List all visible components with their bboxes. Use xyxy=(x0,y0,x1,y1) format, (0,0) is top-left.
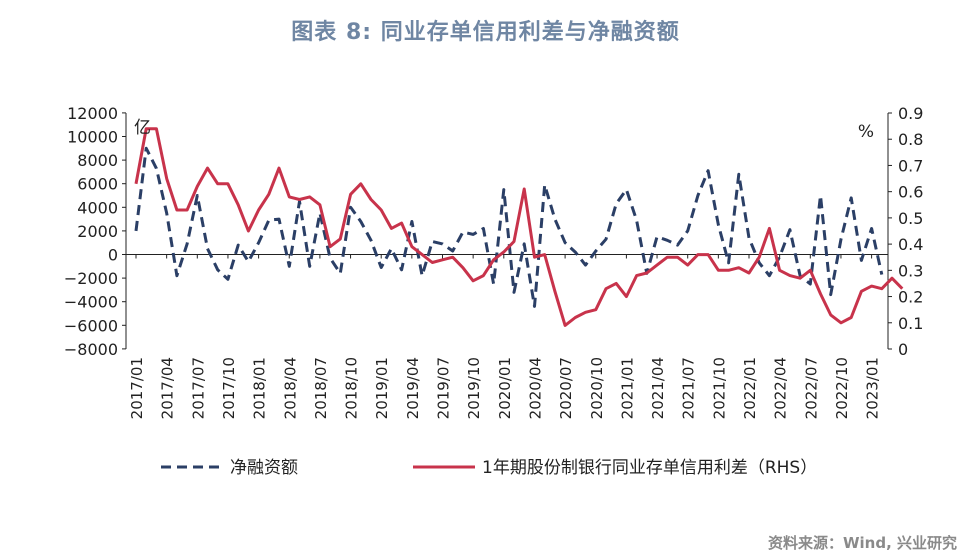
right-tick-label: 0.7 xyxy=(898,156,923,175)
x-tick-label: 2021/04 xyxy=(649,357,667,419)
x-tick-label: 2018/04 xyxy=(281,357,299,419)
left-tick-label: 4000 xyxy=(77,198,118,217)
right-tick-label: 0.8 xyxy=(898,130,923,149)
x-tick-label: 2021/01 xyxy=(618,357,636,419)
x-tick-label: 2019/10 xyxy=(465,357,483,419)
legend-label-net-financing: 净融资额 xyxy=(230,458,298,478)
right-tick-label: 0.4 xyxy=(898,235,923,254)
left-tick-label: 6000 xyxy=(77,175,118,194)
left-unit-label: 亿 xyxy=(134,118,151,138)
x-tick-label: 2021/07 xyxy=(680,357,698,419)
right-tick-label: 0.5 xyxy=(898,209,923,228)
x-tick-label: 2020/10 xyxy=(588,357,606,419)
source-note: 资料来源：Wind, 兴业研究 xyxy=(767,534,957,552)
x-tick-label: 2020/04 xyxy=(526,357,544,419)
x-tick-label: 2023/01 xyxy=(864,357,882,419)
x-tick-label: 2020/07 xyxy=(557,357,575,419)
x-tick-label: 2018/10 xyxy=(343,357,361,419)
x-tick-label: 2020/01 xyxy=(496,357,514,419)
series-layer xyxy=(134,127,904,327)
left-tick-label: 8000 xyxy=(77,151,118,170)
x-tick-label: 2019/01 xyxy=(373,357,391,419)
right-tick-label: 0.3 xyxy=(898,261,923,280)
legend-label-credit-spread: 1年期股份制银行同业存单信用利差（RHS） xyxy=(482,458,817,478)
x-tick-label: 2018/01 xyxy=(251,357,269,419)
right-tick-label: 0.6 xyxy=(898,183,923,202)
left-tick-label: −8000 xyxy=(64,340,118,359)
right-axis-ticks: 0.9 0.8 0.7 0.6 0.5 0.4 0.3 0.2 0.1 0 xyxy=(888,104,923,359)
x-tick-label: 2022/01 xyxy=(741,357,759,419)
left-tick-label: −6000 xyxy=(64,316,118,335)
right-tick-label: 0.2 xyxy=(898,288,923,307)
x-tick-label: 2019/07 xyxy=(435,357,453,419)
x-tick-label: 2022/04 xyxy=(772,357,790,419)
x-axis-ticks: 2017/01 2017/04 2017/07 2017/10 2018/01 2018/… xyxy=(128,254,882,419)
right-tick-label: 0.9 xyxy=(898,104,923,123)
left-axis-ticks: 12000 10000 8000 6000 4000 2000 0 −2000 −4000 −60… xyxy=(64,104,126,359)
left-tick-label: −4000 xyxy=(64,293,118,312)
figure-title: 图表 8: 同业存单信用利差与净融资额 xyxy=(291,20,680,45)
x-tick-label: 2022/07 xyxy=(802,357,820,419)
x-tick-label: 2017/07 xyxy=(189,357,207,419)
right-unit-label: % xyxy=(858,122,874,142)
x-tick-label: 2017/04 xyxy=(159,357,177,419)
left-tick-label: 12000 xyxy=(67,104,118,123)
left-tick-label: −2000 xyxy=(64,269,118,288)
x-tick-label: 2019/04 xyxy=(404,357,422,419)
right-tick-label: 0 xyxy=(898,340,908,359)
x-tick-label: 2017/10 xyxy=(220,357,238,419)
left-tick-label: 2000 xyxy=(77,222,118,241)
x-tick-label: 2017/01 xyxy=(128,357,146,419)
left-tick-label: 0 xyxy=(108,246,118,265)
x-tick-label: 2021/10 xyxy=(710,357,728,419)
legend: 净融资额 1年期股份制银行同业存单信用利差（RHS） xyxy=(161,458,817,478)
series-credit-spread-line xyxy=(134,127,904,327)
right-tick-label: 0.1 xyxy=(898,314,923,333)
x-tick-label: 2018/07 xyxy=(312,357,330,419)
left-tick-label: 10000 xyxy=(67,128,118,147)
x-tick-label: 2022/10 xyxy=(833,357,851,419)
